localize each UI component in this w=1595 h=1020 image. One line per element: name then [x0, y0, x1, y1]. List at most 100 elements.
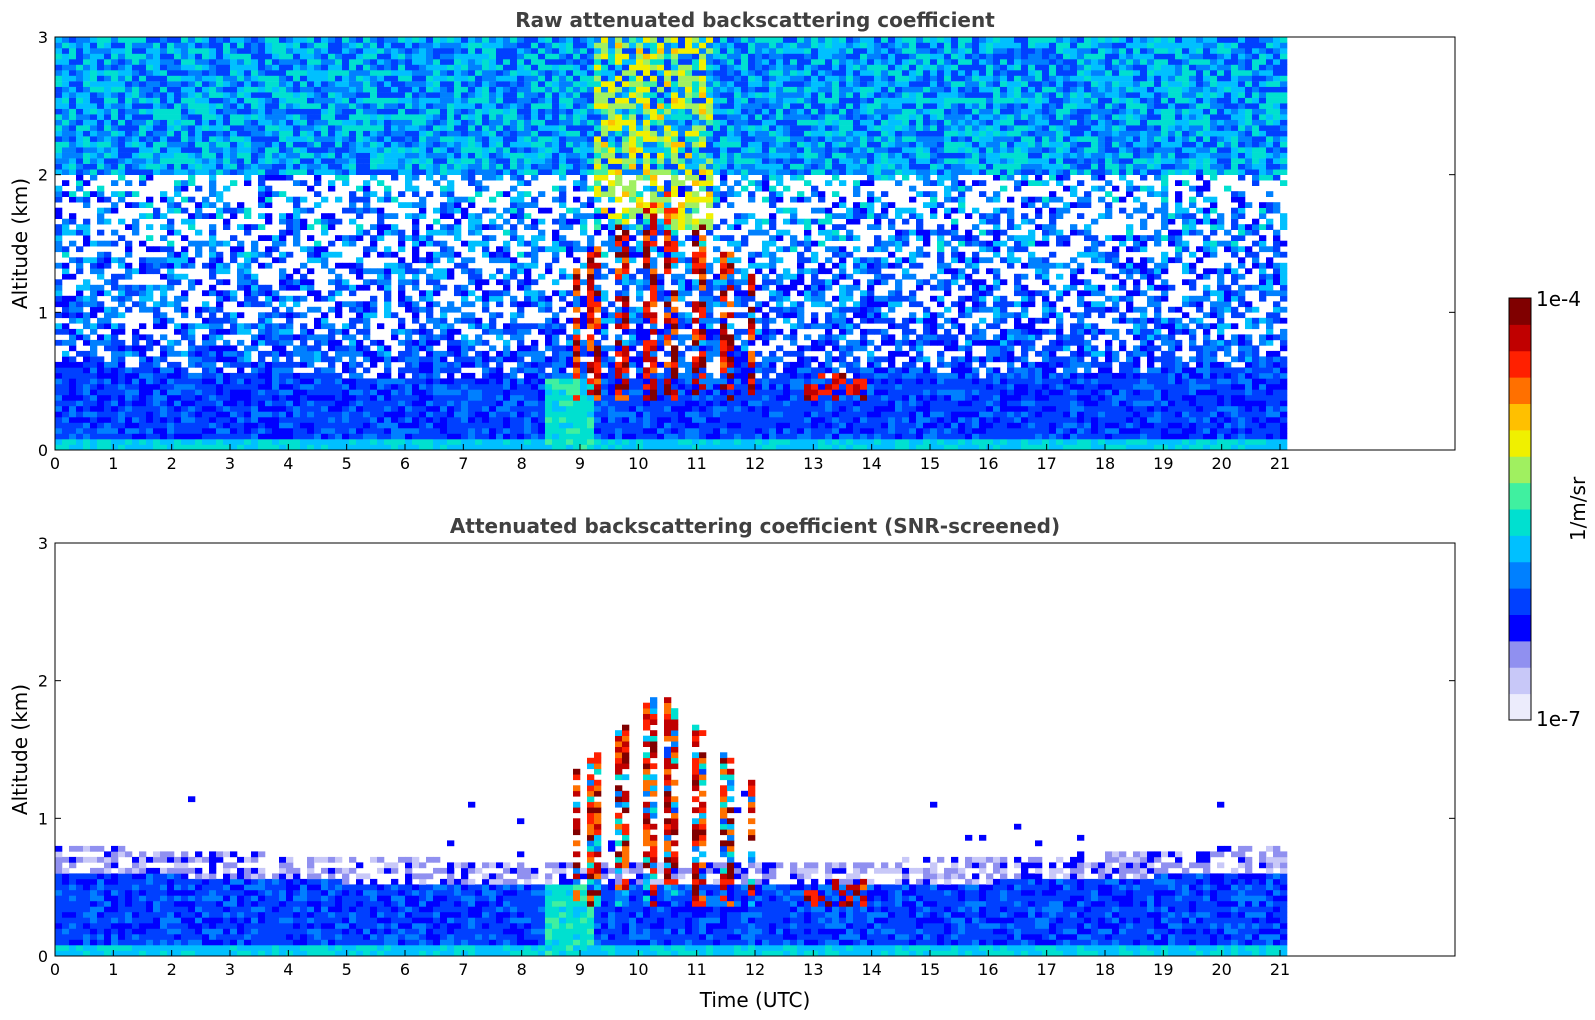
heatmap-cell: [573, 86, 581, 93]
heatmap-cell: [587, 70, 595, 76]
heatmap-cell: [328, 339, 336, 346]
heatmap-cell: [440, 163, 448, 170]
heatmap-cell: [559, 290, 567, 297]
heatmap-cell: [293, 334, 301, 341]
heatmap-cell: [223, 268, 231, 275]
heatmap-cell: [524, 191, 532, 197]
heatmap-cell: [517, 306, 525, 313]
heatmap-cell: [552, 185, 560, 192]
heatmap-cell: [601, 86, 609, 93]
heatmap-cell: [97, 317, 105, 324]
heatmap-cell: [153, 152, 161, 159]
heatmap-cell: [132, 411, 140, 418]
heatmap-cell: [153, 417, 161, 423]
heatmap-cell: [258, 180, 266, 186]
heatmap-cell: [587, 86, 595, 93]
heatmap-cell: [545, 339, 553, 346]
heatmap-cell: [489, 383, 497, 390]
heatmap-cell: [181, 417, 189, 423]
heatmap-cell: [636, 229, 644, 236]
heatmap-cell: [559, 48, 567, 54]
heatmap-cell: [573, 207, 581, 214]
heatmap-cell: [335, 290, 343, 297]
heatmap-cell: [286, 70, 294, 76]
heatmap-cell: [314, 86, 322, 93]
heatmap-cell: [132, 400, 140, 407]
heatmap-cell: [622, 229, 630, 236]
heatmap-cell: [76, 312, 84, 319]
heatmap-cell: [440, 229, 448, 236]
heatmap-cell: [496, 334, 504, 341]
heatmap-cell: [132, 92, 140, 98]
heatmap-cell: [398, 59, 406, 65]
heatmap-cell: [307, 411, 315, 418]
heatmap-cell: [76, 246, 84, 253]
heatmap-cell: [132, 130, 140, 137]
heatmap-cell: [398, 152, 406, 159]
heatmap-cell: [377, 400, 385, 407]
heatmap-cell: [167, 152, 175, 159]
heatmap-cell: [545, 48, 553, 54]
heatmap-cell: [405, 295, 413, 302]
heatmap-cell: [363, 180, 371, 186]
heatmap-cell: [181, 180, 189, 186]
heatmap-cell: [258, 119, 266, 126]
heatmap-cell: [531, 53, 539, 60]
heatmap-cell: [622, 70, 630, 76]
heatmap-cell: [111, 378, 119, 385]
heatmap-cell: [573, 428, 581, 434]
heatmap-cell: [608, 428, 616, 434]
heatmap-cell: [83, 383, 91, 390]
heatmap-cell: [426, 53, 434, 60]
heatmap-cell: [454, 444, 462, 451]
heatmap-cell: [286, 328, 294, 335]
heatmap-cell: [384, 284, 392, 291]
heatmap-cell: [167, 136, 175, 142]
heatmap-cell: [321, 428, 329, 434]
heatmap-cell: [104, 114, 112, 120]
heatmap-cell: [363, 323, 371, 330]
heatmap-cell: [503, 411, 511, 418]
heatmap-cell: [524, 345, 532, 352]
heatmap-cell: [300, 152, 308, 159]
heatmap-cell: [146, 141, 154, 148]
heatmap-cell: [454, 235, 462, 241]
heatmap-cell: [531, 114, 539, 120]
heatmap-cell: [608, 103, 616, 109]
heatmap-cell: [209, 81, 217, 87]
heatmap-cell: [524, 152, 532, 159]
heatmap-cell: [265, 284, 273, 291]
heatmap-cell: [202, 125, 210, 131]
heatmap-cell: [482, 240, 490, 247]
heatmap-cell: [615, 367, 623, 374]
heatmap-cell: [90, 86, 98, 93]
heatmap-cell: [412, 235, 420, 241]
heatmap-cell: [55, 240, 63, 247]
heatmap-cell: [244, 262, 252, 269]
heatmap-cell: [356, 42, 364, 49]
heatmap-cell: [69, 42, 77, 49]
heatmap-cell: [286, 229, 294, 236]
heatmap-cell: [307, 361, 315, 368]
heatmap-cell: [615, 180, 623, 186]
heatmap-cell: [76, 389, 84, 396]
heatmap-cell: [293, 97, 301, 104]
heatmap-cell: [419, 383, 427, 390]
heatmap-cell: [426, 37, 434, 43]
heatmap-cell: [209, 64, 217, 71]
heatmap-cell: [573, 439, 581, 445]
heatmap-cell: [608, 42, 616, 49]
heatmap-cell: [167, 400, 175, 407]
heatmap-cell: [412, 394, 420, 401]
heatmap-cell: [377, 411, 385, 418]
heatmap-cell: [608, 361, 616, 368]
heatmap-cell: [545, 389, 553, 396]
heatmap-cell: [531, 235, 539, 241]
heatmap-cell: [587, 312, 595, 319]
heatmap-cell: [272, 163, 280, 170]
heatmap-cell: [174, 64, 182, 71]
heatmap-cell: [405, 262, 413, 269]
heatmap-cell: [538, 86, 546, 93]
heatmap-cell: [251, 439, 259, 445]
heatmap-cell: [90, 125, 98, 131]
